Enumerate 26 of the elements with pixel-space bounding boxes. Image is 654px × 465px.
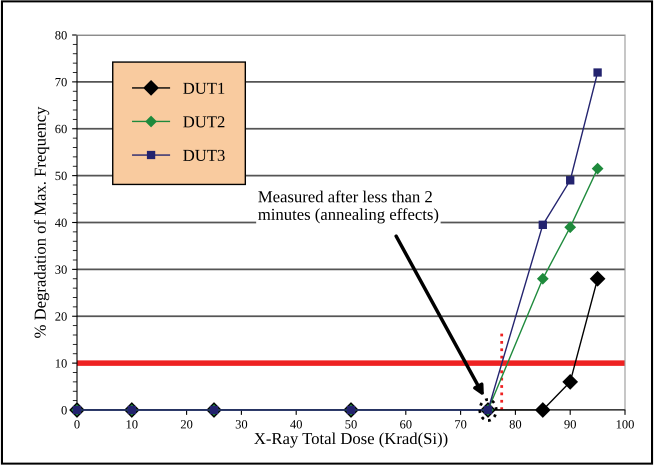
x-tick-label: 0 [74,420,80,429]
x-tick-label: 80 [510,420,522,429]
x-tick-label: 30 [236,420,248,429]
y-tick-label: 70 [56,78,67,86]
x-tick-label: 70 [455,420,466,429]
y-tick-label: 60 [55,124,67,134]
x-tick-label: 60 [400,420,412,429]
legend-label: DUT2 [183,116,224,128]
x-tick-label: 10 [126,420,138,429]
annotation: Measured after less than 2 minutes (annealing effects) [258,190,438,224]
y-tick-label: 0 [62,406,67,414]
x-axis-title: X-Ray Total Dose (Krad(Si)) [254,432,448,448]
x-tick-label: 50 [345,420,357,429]
legend-label: DUT1 [183,82,224,94]
y-tick-label: 20 [55,312,67,321]
y-tick-label: 40 [55,218,67,227]
y-tick-label: 50 [56,172,67,180]
x-tick-label: 100 [616,420,634,429]
x-tick-label: 40 [290,420,302,429]
y-tick-label: 80 [55,31,67,40]
legend-label: DUT3 [183,150,225,162]
y-axis-title: % Degradation of Max. Frequency [34,106,50,338]
x-tick-label: 90 [564,420,576,429]
y-tick-label: 10 [56,359,67,368]
y-tick-label: 30 [55,265,67,274]
x-tick-label: 20 [180,420,192,429]
